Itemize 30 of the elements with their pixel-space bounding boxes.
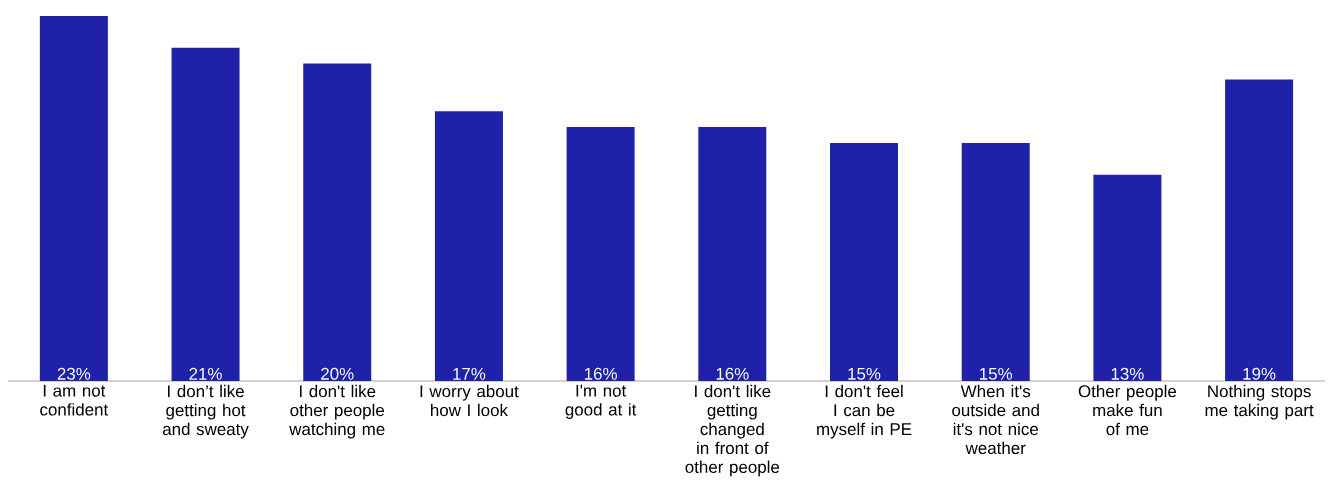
bar [1093, 174, 1162, 381]
bar [434, 111, 503, 381]
data-label: 16% [716, 367, 749, 380]
bar [698, 127, 767, 381]
data-label: 19% [1243, 367, 1276, 380]
bar [566, 127, 635, 381]
bar [303, 63, 372, 381]
x-tick-label: Nothing stops me taking part [1205, 384, 1314, 420]
data-label: 15% [980, 367, 1013, 380]
x-tick-label: I worry about how I look [420, 384, 519, 417]
bar [39, 16, 108, 381]
x-tick-label: I'm not good at it [565, 384, 637, 419]
x-tick-label: When it's outside and it's not nice weather [952, 384, 1039, 455]
bar [830, 142, 899, 381]
bar [961, 142, 1030, 381]
data-label: 16% [584, 367, 617, 380]
x-tick-label: Other people make fun of me [1078, 384, 1177, 436]
x-tick-label: I don’t like getting hot and sweaty [162, 384, 249, 439]
data-label: 15% [848, 367, 881, 380]
x-tick-label: I am not confident [40, 384, 109, 416]
bar [1225, 79, 1294, 381]
data-label: 13% [1111, 367, 1144, 380]
bar [171, 47, 240, 381]
data-label: 17% [453, 367, 486, 380]
x-tick-label: I don't feel I can be myself in PE [817, 384, 912, 439]
data-label: 21% [189, 367, 222, 380]
x-tick-label: I don't like getting changed in front of other people [685, 384, 780, 477]
data-label: 23% [57, 367, 91, 380]
data-label: 20% [321, 367, 354, 380]
x-tick-label: I don't like other people watching me [289, 384, 385, 439]
